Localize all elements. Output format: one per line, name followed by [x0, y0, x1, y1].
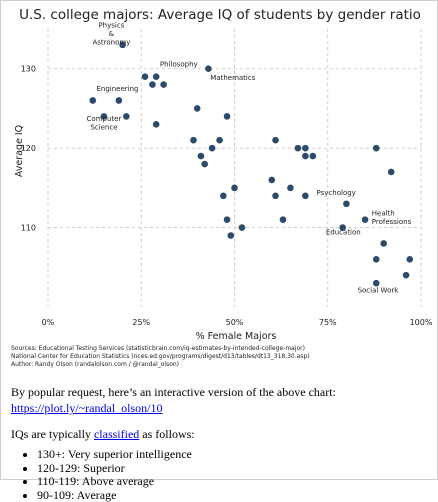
data-point: [403, 272, 410, 279]
x-axis-label: % Female Majors: [196, 331, 277, 342]
point-annotation: Psychology: [317, 189, 356, 197]
data-point: [220, 193, 227, 200]
list-item: 130+: Very superior intelligence: [37, 448, 431, 462]
data-point: [295, 145, 302, 152]
y-axis-label: Average IQ: [14, 125, 25, 177]
data-point: [201, 161, 208, 168]
iq-class-list: 130+: Very superior intelligence 120-129…: [11, 448, 431, 502]
annotation-line: Social Work: [358, 287, 400, 295]
point-annotation: Social Work: [358, 287, 400, 295]
data-point: [380, 240, 387, 247]
annotation-line: Computer: [87, 115, 122, 123]
data-point: [224, 216, 231, 223]
data-point: [160, 81, 167, 88]
intro-text: By popular request, here’s an interactiv…: [11, 385, 336, 399]
iq-classification-paragraph: IQs are typically classified as follows:: [11, 426, 431, 442]
data-point: [89, 97, 96, 104]
data-point: [388, 169, 395, 176]
source-line: Sources: Educational Testing Services (s…: [11, 345, 310, 353]
plotly-link[interactable]: https://plot.ly/~randal_olson/10: [11, 401, 163, 415]
data-point: [209, 145, 216, 152]
data-point: [272, 193, 279, 200]
data-point: [407, 256, 414, 263]
annotation-line: Mathematics: [210, 74, 255, 82]
data-point: [190, 137, 197, 144]
annotation-line: Professions: [372, 218, 412, 226]
iq-intro-suffix: as follows:: [139, 427, 194, 441]
list-item: 90-109: Average: [37, 489, 431, 502]
data-point: [149, 81, 156, 88]
annotation-line: Philosophy: [160, 60, 198, 68]
data-point: [302, 193, 309, 200]
x-tick-label: 25%: [132, 318, 150, 327]
interactive-version-paragraph: By popular request, here’s an interactiv…: [11, 384, 431, 416]
data-point: [373, 280, 380, 287]
data-point: [343, 200, 350, 207]
author-line: Author: Randy Olson (randalolson.com / @…: [11, 361, 310, 369]
list-item: 120-129: Superior: [37, 462, 431, 476]
data-point: [272, 137, 279, 144]
point-annotation: Engineering: [96, 85, 138, 93]
data-point: [153, 73, 160, 80]
annotation-line: Health: [372, 210, 395, 218]
data-point: [123, 113, 130, 120]
point-annotation: Mathematics: [210, 74, 255, 82]
list-item: 110-119: Above average: [37, 475, 431, 489]
x-tick-label: 75%: [319, 318, 337, 327]
plot-area: 0%25%50%75%100%110120130Physics&Astronom…: [21, 21, 433, 327]
data-point: [373, 145, 380, 152]
data-point: [198, 153, 205, 160]
annotation-line: Education: [326, 229, 361, 237]
data-point: [310, 153, 317, 160]
x-tick-label: 100%: [410, 318, 433, 327]
data-point: [280, 216, 287, 223]
annotation-line: Engineering: [96, 85, 138, 93]
data-point: [362, 216, 369, 223]
source-line: National Center for Education Statistics…: [11, 353, 310, 361]
x-tick-label: 50%: [226, 318, 244, 327]
annotation-line: Science: [90, 124, 117, 132]
annotation-line: Physics: [98, 21, 124, 29]
data-point: [231, 185, 238, 192]
y-tick-label: 110: [21, 224, 36, 233]
data-point: [302, 145, 309, 152]
data-point: [302, 153, 309, 160]
post-body: By popular request, here’s an interactiv…: [11, 384, 431, 502]
data-point: [239, 224, 246, 231]
iq-intro-text: IQs are typically: [11, 427, 94, 441]
data-point: [227, 232, 234, 239]
annotation-line: &: [109, 30, 115, 38]
x-tick-label: 0%: [42, 318, 55, 327]
annotation-line: Astronomy: [92, 38, 130, 46]
data-point: [287, 185, 294, 192]
data-point: [153, 121, 160, 128]
data-point: [269, 177, 276, 184]
iq-scatter-chart: U.S. college majors: Average IQ of stude…: [1, 1, 438, 346]
annotation-line: Psychology: [317, 189, 356, 197]
chart-sources: Sources: Educational Testing Services (s…: [11, 345, 310, 369]
data-point: [116, 97, 123, 104]
data-point: [194, 105, 201, 112]
data-point: [216, 137, 223, 144]
classified-link[interactable]: classified: [94, 427, 139, 441]
data-point: [224, 113, 231, 120]
data-point: [142, 73, 149, 80]
point-annotation: Education: [326, 229, 361, 237]
chart-title: U.S. college majors: Average IQ of stude…: [19, 7, 421, 23]
data-point: [205, 65, 212, 72]
data-point: [373, 256, 380, 263]
y-tick-label: 130: [21, 65, 36, 74]
point-annotation: Philosophy: [160, 60, 198, 68]
